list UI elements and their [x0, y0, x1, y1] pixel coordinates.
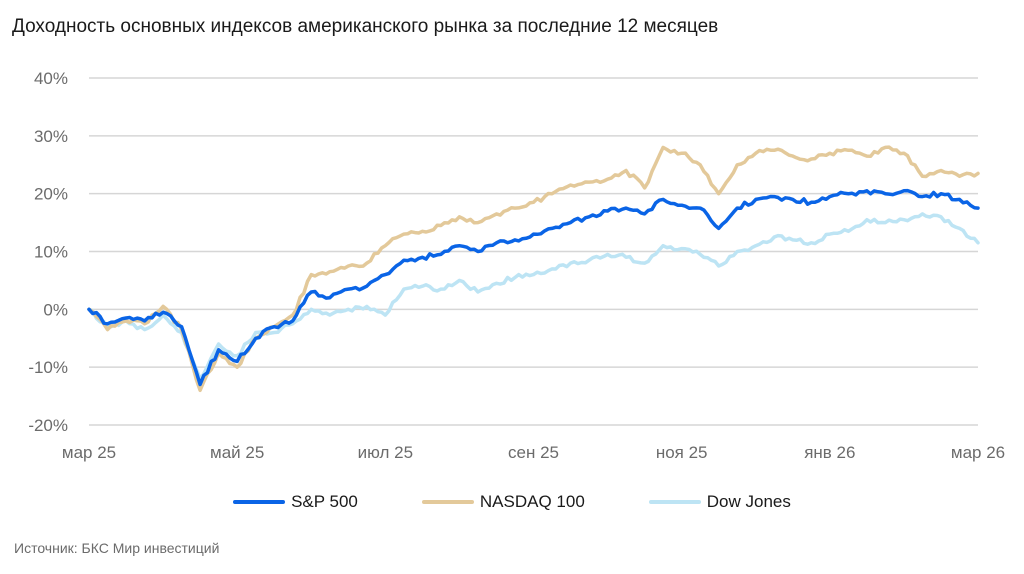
series-lines: [87, 145, 980, 393]
legend-label: NASDAQ 100: [479, 492, 585, 511]
x-tick-label: мар 25: [62, 443, 116, 462]
series-line-sp500: [87, 188, 980, 387]
legend: S&P 500 NASDAQ 100 Dow Jones: [0, 492, 1024, 512]
y-tick-label: 20%: [34, 185, 68, 204]
x-tick-label: янв 26: [804, 443, 855, 462]
y-tick-label: -20%: [28, 416, 68, 435]
legend-item-sp500[interactable]: S&P 500: [233, 492, 358, 512]
x-tick-label: май 25: [210, 443, 264, 462]
x-tick-label: ноя 25: [656, 443, 708, 462]
legend-swatch-nasdaq100: [421, 500, 474, 504]
x-tick-label: июл 25: [358, 443, 413, 462]
legend-item-nasdaq100[interactable]: NASDAQ 100: [421, 492, 585, 512]
legend-label: Dow Jones: [706, 492, 791, 511]
y-tick-label: 0%: [43, 300, 68, 319]
grid-lines: [89, 77, 978, 426]
y-tick-label: 30%: [34, 127, 68, 146]
series-line-nasdaq100: [87, 145, 980, 393]
y-axis-ticks: 40% 30% 20% 10% 0% -10% -20%: [28, 69, 68, 435]
series-line-dow-jones: [87, 212, 980, 381]
y-tick-label: -10%: [28, 358, 68, 377]
legend-swatch-dow-jones: [648, 500, 701, 504]
legend-item-dow-jones[interactable]: Dow Jones: [648, 492, 791, 512]
chart-title: Доходность основных индексов американско…: [12, 16, 719, 37]
legend-swatch-sp500: [233, 500, 286, 504]
y-tick-label: 10%: [34, 243, 68, 262]
source-note: Источник: БКС Мир инвестиций: [14, 540, 220, 556]
x-tick-label: сен 25: [508, 443, 559, 462]
legend-label: S&P 500: [291, 492, 358, 511]
x-axis-ticks: мар 25 май 25 июл 25 сен 25 ноя 25 янв 26 мар …: [62, 443, 1005, 462]
y-tick-label: 40%: [34, 69, 68, 88]
x-tick-label: мар 26: [951, 443, 1005, 462]
